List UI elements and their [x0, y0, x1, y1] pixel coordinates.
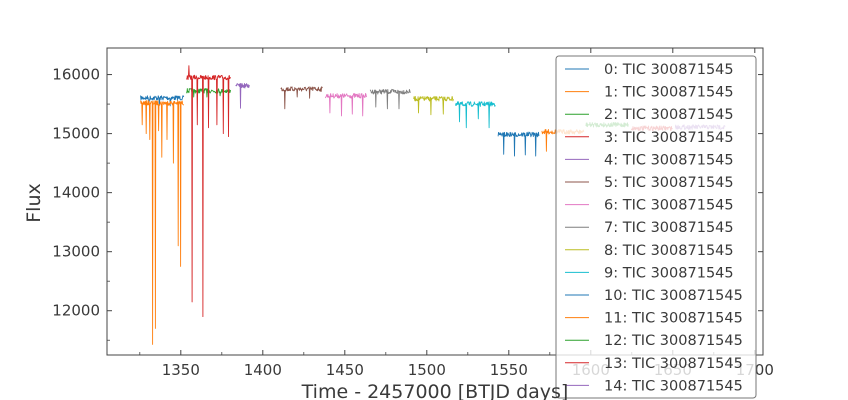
- series-line-1: [140, 100, 184, 345]
- x-tick-label-0: 1350: [162, 361, 200, 379]
- legend: 0: TIC 300871545 1: TIC 300871545 2: TIC 3…: [555, 55, 757, 399]
- legend-label-6: 6: TIC 300871545: [604, 198, 734, 214]
- series-line-7: [369, 88, 411, 110]
- legend-label-1: 1: TIC 300871545: [604, 85, 734, 101]
- x-tick-label-4: 1550: [490, 361, 528, 379]
- y-axis-label: Flux: [23, 183, 45, 223]
- y-tick-label-2: 14000: [52, 184, 100, 202]
- legend-label-12: 12: TIC 300871545: [604, 333, 743, 349]
- y-tick-label-4: 16000: [52, 66, 100, 84]
- legend-label-11: 11: TIC 300871545: [604, 311, 743, 327]
- legend-label-7: 7: TIC 300871545: [604, 220, 734, 236]
- series-line-9: [455, 101, 496, 129]
- legend-label-2: 2: TIC 300871545: [604, 107, 734, 123]
- legend-box: [555, 55, 757, 399]
- legend-label-10: 10: TIC 300871545: [604, 288, 743, 304]
- x-tick-label-3: 1500: [408, 361, 446, 379]
- legend-label-9: 9: TIC 300871545: [604, 265, 734, 281]
- legend-label-0: 0: TIC 300871545: [604, 62, 734, 78]
- y-tick-label-0: 12000: [52, 302, 100, 320]
- series-line-5: [280, 86, 323, 110]
- series-line-4: [235, 82, 250, 109]
- x-tick-label-2: 1450: [326, 361, 364, 379]
- series-line-3: [186, 65, 231, 318]
- legend-label-5: 5: TIC 300871545: [604, 175, 734, 191]
- legend-label-8: 8: TIC 300871545: [604, 243, 734, 259]
- series-line-10: [497, 131, 540, 157]
- series-line-0: [140, 95, 185, 107]
- series-line-8: [413, 95, 454, 116]
- legend-label-4: 4: TIC 300871545: [604, 152, 734, 168]
- legend-label-14: 14: TIC 300871545: [604, 378, 743, 394]
- legend-label-13: 13: TIC 300871545: [604, 356, 743, 372]
- series-line-6: [324, 93, 368, 117]
- y-tick-label-3: 15000: [52, 125, 100, 143]
- legend-label-3: 3: TIC 300871545: [604, 130, 734, 146]
- x-tick-label-1: 1400: [244, 361, 282, 379]
- plot-frame: [106, 47, 764, 356]
- y-tick-label-1: 13000: [52, 243, 100, 261]
- x-axis-label: Time - 2457000 [BTJD days]: [301, 381, 569, 400]
